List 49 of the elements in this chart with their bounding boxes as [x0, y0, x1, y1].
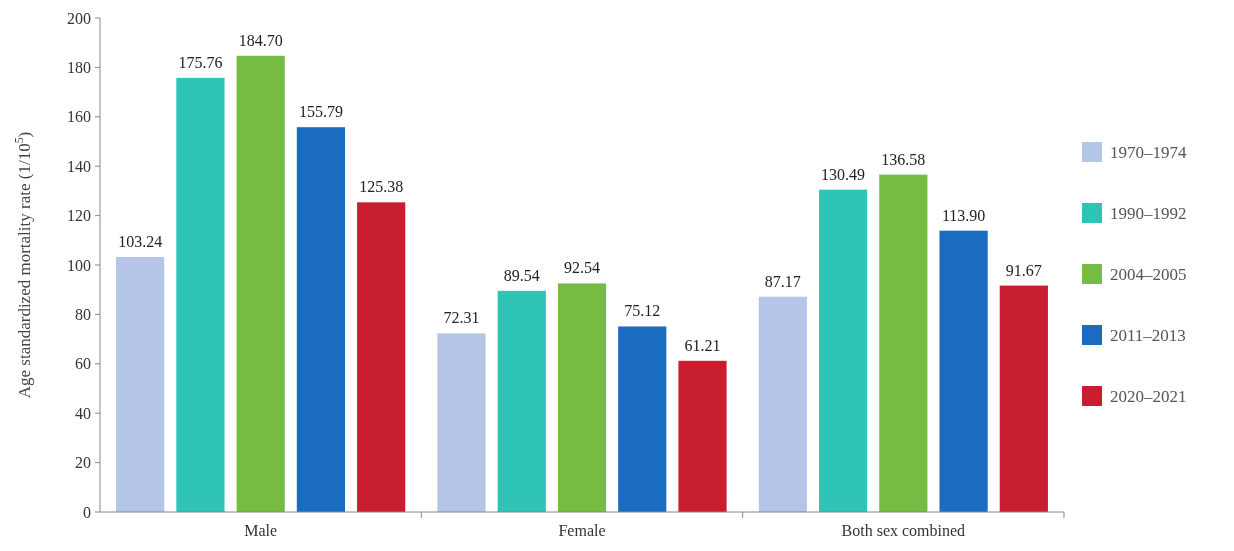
data-label: 125.38 — [359, 178, 404, 196]
legend-label: 2020–2021 — [1110, 386, 1187, 406]
data-label: 92.54 — [564, 259, 600, 277]
y-tick-label: 100 — [67, 256, 91, 274]
bar — [879, 174, 928, 512]
data-label: 175.76 — [178, 53, 223, 71]
bar — [557, 283, 607, 512]
y-tick-label: 0 — [83, 503, 91, 521]
bar — [357, 202, 406, 512]
bar — [818, 189, 868, 512]
data-label: 87.17 — [764, 272, 801, 290]
y-tick-label: 160 — [67, 108, 91, 126]
bar — [116, 257, 165, 512]
bar — [236, 55, 285, 512]
y-tick-label: 180 — [67, 59, 91, 76]
bar — [939, 230, 988, 512]
legend-label: 2004–2005 — [1110, 264, 1187, 284]
data-label: 155.79 — [298, 103, 343, 121]
x-tick-label: Female — [558, 522, 606, 539]
data-label: 72.31 — [443, 309, 480, 327]
bar — [758, 296, 807, 512]
data-label: 130.49 — [821, 165, 866, 183]
bar — [437, 333, 486, 512]
legend-label: 1970–1974 — [1110, 142, 1187, 162]
bar — [678, 360, 727, 512]
legend-label: 2011–2013 — [1110, 325, 1186, 345]
y-tick-label: 140 — [67, 157, 91, 175]
y-tick-label: 80 — [75, 306, 91, 323]
bar — [497, 290, 546, 512]
x-tick-label: Both sex combined — [841, 522, 966, 539]
data-label: 136.58 — [881, 150, 926, 168]
data-label: 61.21 — [684, 336, 721, 354]
data-label: 75.12 — [624, 302, 661, 320]
data-label: 103.24 — [118, 233, 163, 250]
x-tick-label: Male — [244, 522, 278, 539]
bar — [618, 326, 667, 512]
y-tick-label: 40 — [75, 404, 91, 422]
y-tick-label: 20 — [75, 454, 91, 472]
bar — [176, 77, 225, 512]
y-tick-label: 200 — [67, 9, 91, 27]
bar — [296, 127, 346, 512]
legend-label: 1990–1992 — [1110, 203, 1187, 223]
data-label: 89.54 — [503, 266, 540, 284]
y-tick-label: 120 — [67, 207, 91, 225]
data-label: 184.70 — [238, 31, 283, 49]
bar — [999, 285, 1048, 512]
data-label: 91.67 — [1005, 261, 1042, 279]
data-label: 113.90 — [941, 206, 986, 224]
y-tick-label: 60 — [75, 355, 91, 373]
